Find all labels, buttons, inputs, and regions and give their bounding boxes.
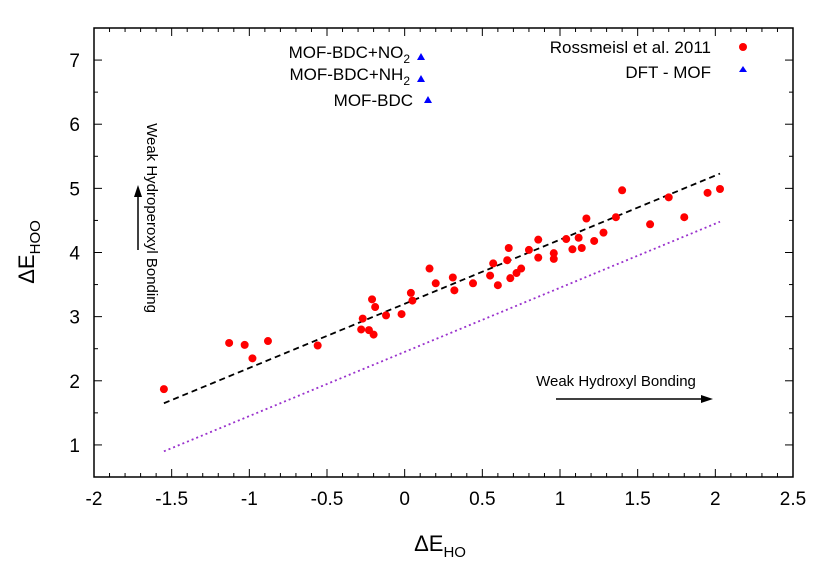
- data-point: [562, 235, 571, 244]
- axis-ticks: [93, 27, 794, 478]
- data-point: [240, 340, 249, 349]
- data-point: [406, 288, 415, 297]
- x-tick-label: 0.5: [469, 489, 495, 510]
- data-point: [469, 279, 478, 288]
- data-point: [534, 235, 543, 244]
- data-point: [590, 236, 599, 245]
- y-tick-label: 6: [69, 115, 80, 136]
- fit-line: [163, 172, 721, 405]
- y-tick-label: 4: [69, 244, 80, 265]
- mof-label-no2: MOF-BDC+NO2: [289, 43, 411, 66]
- weak-hydroperoxyl-label: Weak Hydroperoxyl Bonding: [143, 123, 160, 313]
- data-point: [618, 186, 627, 195]
- data-point: [503, 256, 512, 265]
- mof-nh2-triangle-icon: [417, 75, 425, 82]
- y-tick-label: 1: [69, 436, 80, 457]
- data-point: [450, 286, 459, 295]
- x-tick-label: 1: [555, 489, 566, 510]
- y-tick-label: 5: [69, 179, 80, 200]
- data-point: [159, 385, 168, 394]
- mof-labels: MOF-BDC+NO2 MOF-BDC+NH2 MOF-BDC: [289, 43, 432, 110]
- x-tick-label: -2: [86, 489, 103, 510]
- data-point: [248, 354, 257, 363]
- legend-label-rossmeisl: Rossmeisl et al. 2011: [550, 38, 711, 57]
- data-point: [517, 264, 526, 273]
- data-point: [263, 337, 272, 346]
- x-axis-title: ΔEHO: [414, 531, 466, 561]
- y-tick-label: 7: [69, 51, 80, 72]
- data-point: [582, 214, 591, 223]
- right-arrow-icon: [701, 395, 713, 403]
- x-tick-label: -0.5: [311, 489, 344, 510]
- ideal-line: [163, 220, 721, 453]
- data-point: [574, 233, 583, 242]
- data-point: [489, 259, 498, 268]
- weak-hydroxyl-label: Weak Hydroxyl Bonding: [536, 373, 696, 390]
- data-point: [549, 249, 558, 258]
- y-tick-labels: 1 2 3 4 5 6 7: [69, 51, 80, 457]
- data-points: [159, 184, 724, 394]
- y-axis-title: ΔEHOO: [14, 220, 44, 284]
- legend-circle-icon: [739, 43, 747, 51]
- data-point: [534, 253, 543, 262]
- data-point: [646, 220, 655, 229]
- mof-bdc-triangle-icon: [424, 96, 432, 103]
- mof-label-bdc: MOF-BDC: [334, 91, 413, 110]
- data-point: [486, 271, 495, 280]
- legend-label-dft-mof: DFT - MOF: [625, 63, 711, 82]
- mof-no2-triangle-icon: [417, 53, 425, 60]
- x-tick-label: 0: [399, 489, 410, 510]
- data-point: [371, 303, 380, 312]
- legend-triangle-icon: [739, 66, 747, 72]
- data-point: [368, 295, 377, 304]
- x-tick-label: -1.5: [155, 489, 188, 510]
- y-tick-label: 2: [69, 372, 80, 393]
- data-point: [577, 244, 586, 253]
- data-point: [715, 184, 724, 193]
- x-tick-label: 2: [710, 489, 721, 510]
- legend: Rossmeisl et al. 2011 DFT - MOF: [550, 38, 747, 82]
- data-point: [599, 228, 608, 237]
- data-point: [425, 264, 434, 273]
- data-point: [664, 193, 673, 202]
- data-point: [382, 311, 391, 320]
- y-tick-label: 3: [69, 308, 80, 329]
- x-tick-label: -1: [241, 489, 258, 510]
- data-point: [431, 279, 440, 288]
- data-point: [568, 245, 577, 254]
- x-tick-label: 2.5: [780, 489, 806, 510]
- data-point: [358, 314, 367, 323]
- data-point: [504, 244, 513, 253]
- data-point: [313, 341, 322, 350]
- plot-frame: [93, 27, 794, 478]
- fit-lines: [163, 172, 721, 453]
- data-point: [611, 213, 620, 222]
- data-point: [448, 273, 457, 282]
- vertical-annotation: Weak Hydroperoxyl Bonding: [134, 123, 160, 313]
- horizontal-annotation: Weak Hydroxyl Bonding: [536, 373, 713, 403]
- data-point: [369, 330, 378, 339]
- x-tick-labels: -2 -1.5 -1 -0.5 0 0.5 1 1.5 2 2.5: [86, 489, 807, 510]
- data-point: [524, 245, 533, 254]
- data-point: [703, 188, 712, 197]
- data-point: [225, 338, 234, 347]
- mof-label-nh2: MOF-BDC+NH2: [290, 65, 411, 88]
- data-point: [506, 274, 515, 283]
- data-point: [549, 254, 558, 263]
- x-tick-label: 1.5: [624, 489, 650, 510]
- up-arrow-icon: [134, 185, 142, 197]
- data-point: [357, 325, 366, 334]
- data-point: [408, 296, 417, 305]
- data-point: [493, 281, 502, 290]
- data-point: [397, 310, 406, 319]
- data-point: [680, 213, 689, 222]
